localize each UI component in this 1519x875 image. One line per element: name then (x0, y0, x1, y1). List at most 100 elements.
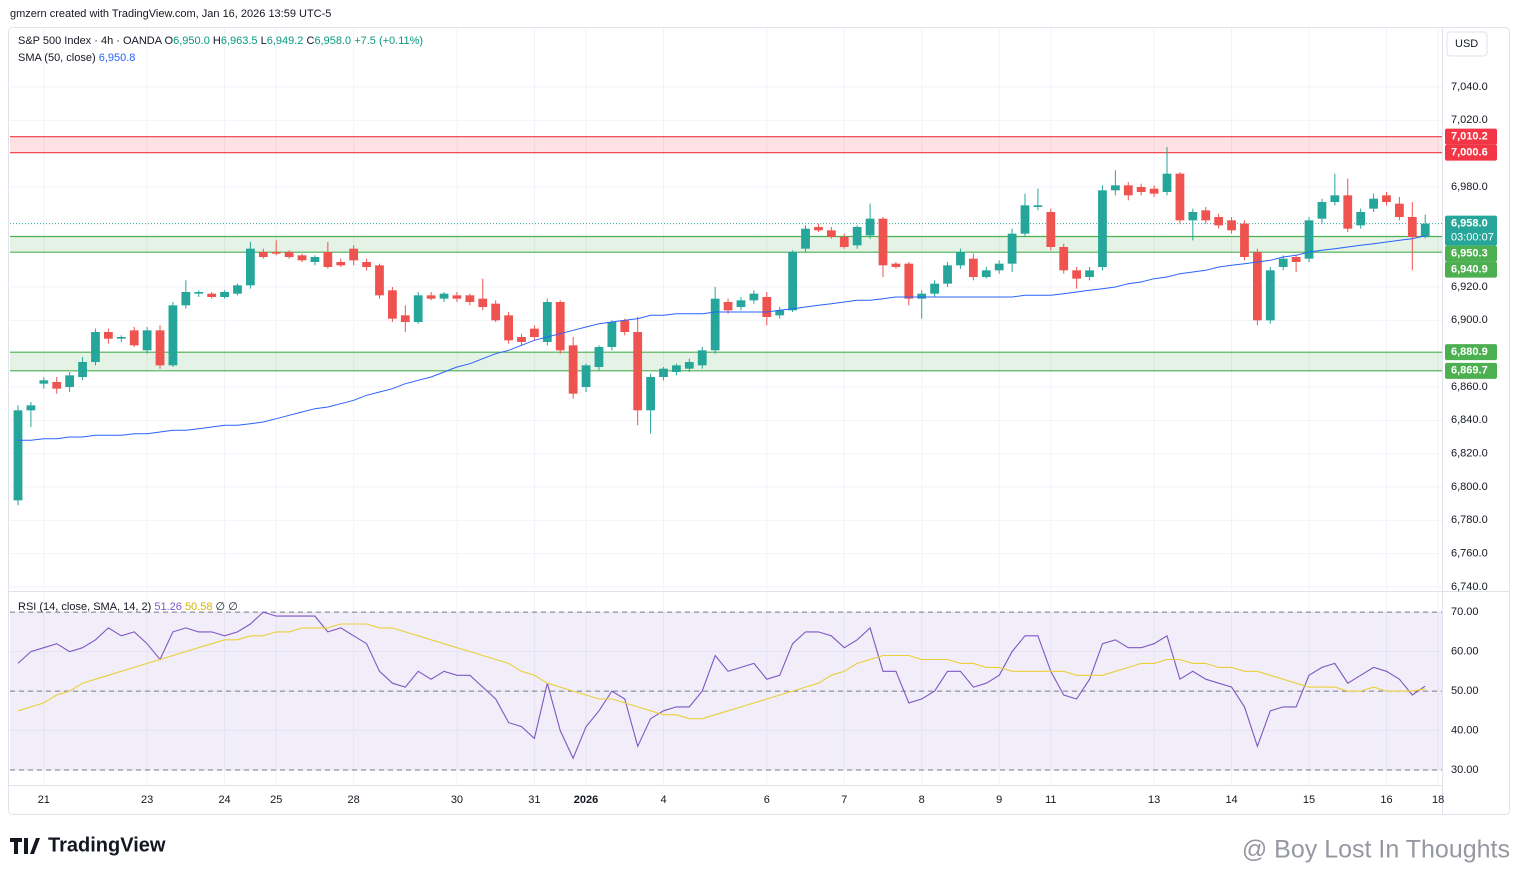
last-price-label-text: 6,958.0 (1451, 218, 1488, 230)
candle-body (723, 302, 733, 311)
candle-body (245, 248, 255, 286)
rsi-extra: ∅ (215, 601, 226, 613)
candle-body (1020, 205, 1030, 234)
x-tick-label: 11 (1045, 794, 1056, 806)
candle-body (891, 263, 901, 267)
x-tick-label: 24 (218, 794, 230, 806)
candle-body (659, 368, 668, 377)
x-tick-label: 28 (348, 794, 360, 806)
candle-body (775, 310, 785, 316)
candle-body (1149, 188, 1159, 194)
candle-body (181, 292, 191, 306)
candle-body (1110, 185, 1120, 191)
candle-body (413, 295, 423, 322)
watermark: @ Boy Lost In Thoughts (1242, 836, 1510, 864)
candle-body (142, 330, 152, 351)
candle-body (1123, 185, 1133, 196)
candle-body (646, 377, 655, 411)
zone-price-label (1445, 144, 1497, 161)
y-tick-label: 30.00 (1451, 764, 1479, 776)
zone (10, 136, 1442, 153)
candle-body (956, 252, 965, 266)
currency: USD (1455, 38, 1478, 50)
candle-body (620, 320, 630, 332)
candle-body (439, 293, 449, 299)
zone-price-label-text: 7,000.6 (1451, 147, 1488, 159)
x-tick-label: 23 (141, 794, 153, 806)
candle-body (904, 263, 914, 299)
candle-body (1356, 212, 1366, 226)
candle-body (478, 298, 488, 307)
rsi-title: RSI (14, close, SMA, 14, 2) (18, 601, 152, 613)
candle-body (530, 328, 539, 337)
ohlc-key: O (164, 35, 174, 47)
candle-body (684, 362, 694, 369)
candle-body (1291, 257, 1301, 262)
logo-text: TradingView (48, 834, 166, 856)
price-legend: S&P 500 Index · 4h · OANDA O6,950.0 H6,9… (18, 35, 423, 47)
candle-body (1343, 195, 1353, 229)
currency-button[interactable] (1446, 31, 1488, 57)
y-tick-label: 6,860.0 (1451, 381, 1488, 393)
sma-line (18, 235, 1426, 441)
candle-body (1240, 223, 1249, 257)
y-tick-label: 6,980.0 (1451, 181, 1488, 193)
x-tick-label: 2026 (574, 794, 598, 806)
candle-body (336, 262, 346, 266)
candle-body (594, 347, 604, 367)
candle-body (1304, 220, 1314, 259)
rsi-sma-value: 50.58 (184, 601, 213, 613)
candle-body (981, 270, 991, 277)
ohlc-key: H (212, 35, 221, 47)
x-tick-label: 4 (660, 794, 666, 806)
candle-body (749, 293, 759, 301)
candle-body (39, 380, 49, 384)
candle-body (452, 295, 462, 299)
candle-body (1407, 217, 1417, 237)
zone-price-label (1445, 344, 1497, 361)
y-tick-label: 60.00 (1451, 646, 1479, 658)
last-price-label (1445, 215, 1497, 246)
y-tick-label: 6,760.0 (1451, 548, 1488, 560)
candle-body (607, 322, 617, 347)
y-tick-label: 6,840.0 (1451, 414, 1488, 426)
candle-body (207, 293, 217, 297)
candle-body (1072, 270, 1082, 279)
candle-body (426, 295, 436, 299)
y-tick-label: 7,020.0 (1451, 114, 1488, 126)
candle-body (52, 382, 62, 389)
candle-body (78, 362, 87, 377)
candle-body (736, 300, 746, 307)
candle-body (465, 295, 475, 302)
zone-price-label-text: 7,010.2 (1451, 131, 1488, 143)
zone-price-label-text: 6,950.3 (1451, 248, 1488, 260)
candle-body (1252, 252, 1262, 321)
candle-body (542, 302, 552, 342)
candle-body (1278, 258, 1288, 267)
candle-body (917, 293, 927, 299)
countdown: 03:00:07 (1451, 232, 1494, 244)
y-tick-label: 50.00 (1451, 685, 1479, 697)
candle-body (517, 337, 526, 342)
candle-body (1033, 205, 1043, 207)
candle-body (555, 302, 565, 351)
x-tick-label: 15 (1303, 794, 1315, 806)
candle-body (1317, 202, 1327, 219)
candle-body (852, 227, 862, 246)
candle-body (388, 290, 397, 319)
x-tick-label: 21 (38, 794, 50, 806)
candle-body (375, 265, 384, 296)
candle-body (220, 292, 229, 297)
candle-body (801, 228, 810, 249)
candle-body (568, 345, 578, 394)
candle-body (362, 262, 371, 267)
y-tick-label: 6,740.0 (1451, 581, 1488, 593)
candle-body (116, 337, 126, 339)
candle-body (1201, 210, 1211, 221)
frame (8, 27, 1510, 815)
sma-name: SMA (50, close) (18, 52, 96, 64)
candle-body (878, 218, 888, 266)
x-tick-label: 13 (1148, 794, 1160, 806)
attribution: gmzern created with TradingView.com, Jan… (10, 8, 331, 20)
